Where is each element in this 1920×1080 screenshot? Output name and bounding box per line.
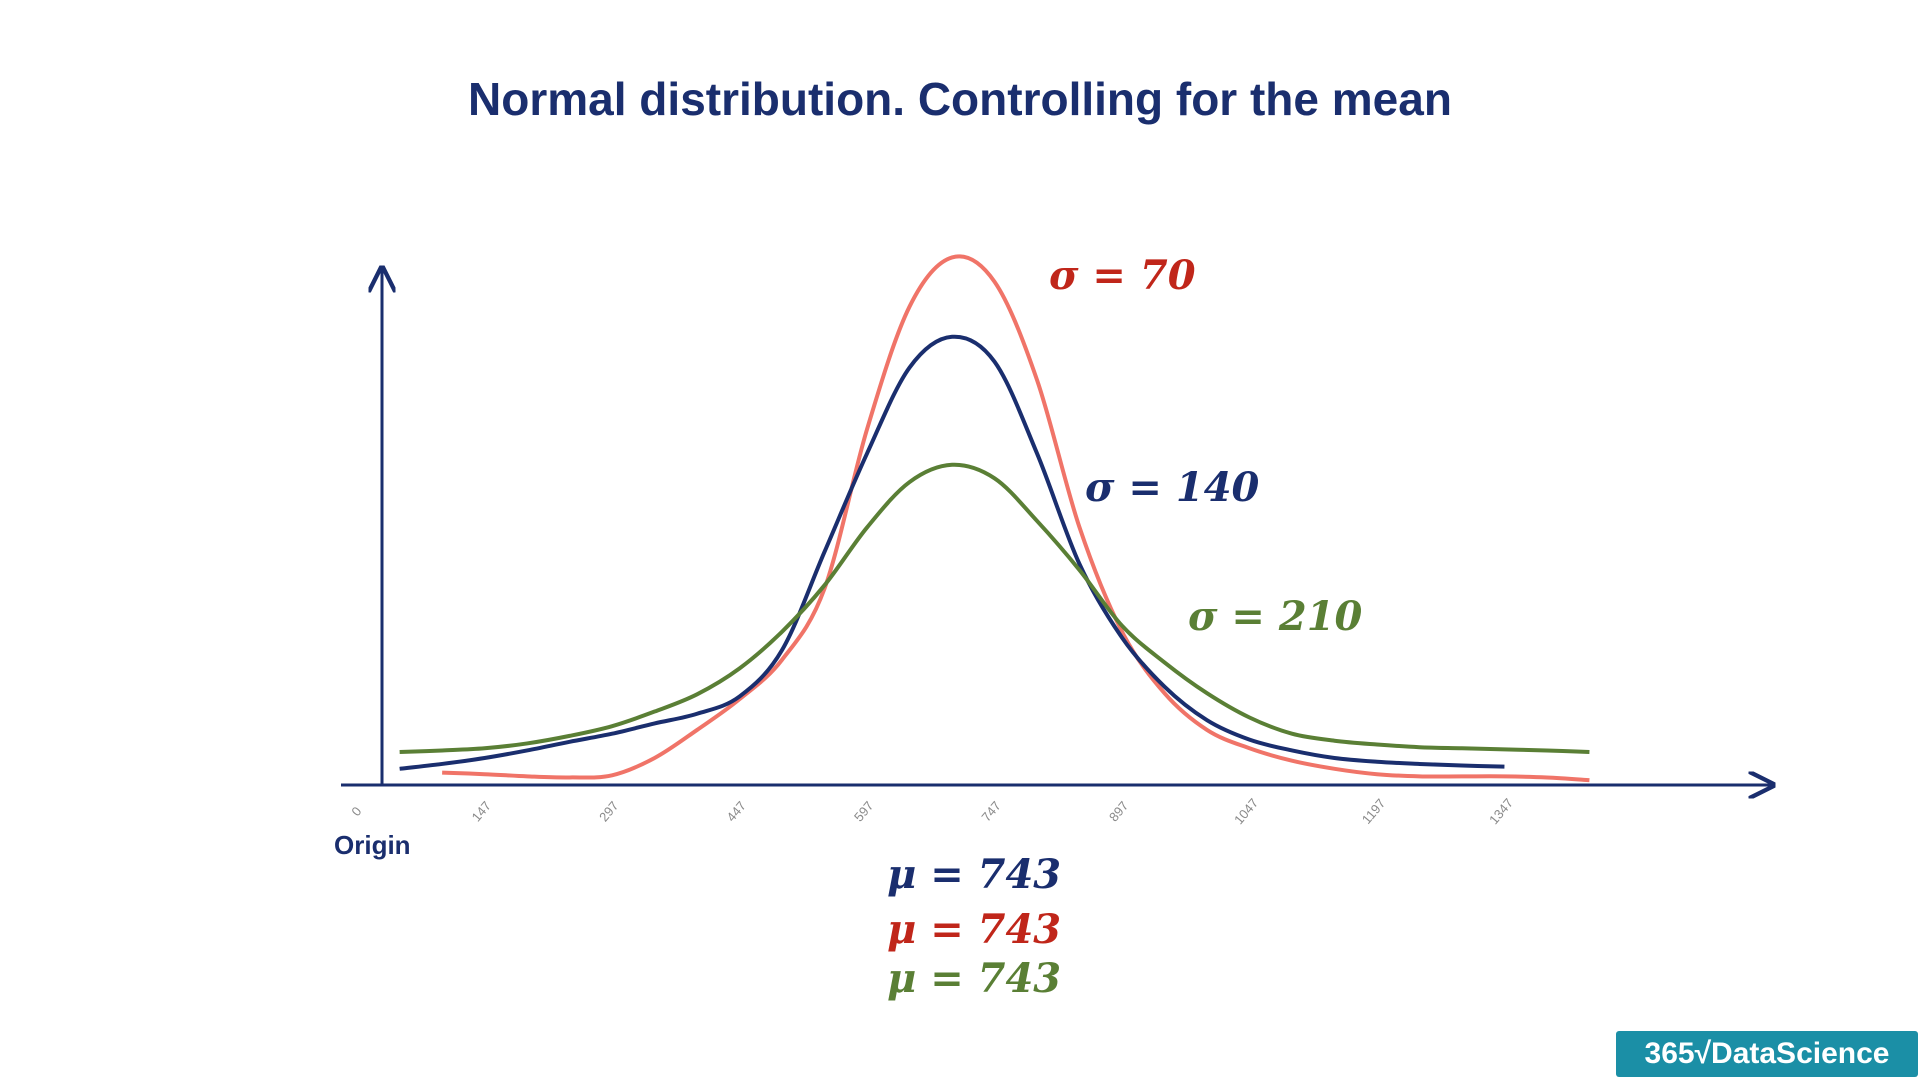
x-tick-label: 297: [596, 798, 621, 824]
x-tick-label: 1347: [1486, 795, 1516, 827]
mean-label: μ = 743: [887, 955, 1061, 1002]
series-label: σ = 140: [1085, 464, 1260, 511]
x-tick-label: 1047: [1231, 795, 1261, 827]
x-tick-label: 147: [469, 798, 494, 824]
x-tick-label: 747: [978, 798, 1003, 824]
mean-label: μ = 743: [887, 906, 1061, 953]
x-tick-label: 1197: [1359, 796, 1388, 827]
series-label: σ = 210: [1188, 593, 1363, 640]
mean-label: μ = 743: [887, 851, 1061, 898]
curve: [442, 254, 1590, 783]
brand: 365√DataScience: [1645, 1037, 1890, 1070]
x-axis-label: Origin: [334, 830, 411, 860]
x-tick-label: 597: [851, 798, 876, 824]
x-tick-label: 447: [723, 798, 748, 824]
brand-box: [1616, 1031, 1918, 1077]
x-tick-label: 897: [1106, 798, 1131, 824]
chart-title: Normal distribution. Controlling for the…: [468, 73, 1452, 125]
curve: [399, 462, 1590, 755]
curve: [399, 334, 1505, 771]
series-label: σ = 70: [1049, 252, 1196, 299]
x-tick-label: 0: [348, 804, 364, 819]
